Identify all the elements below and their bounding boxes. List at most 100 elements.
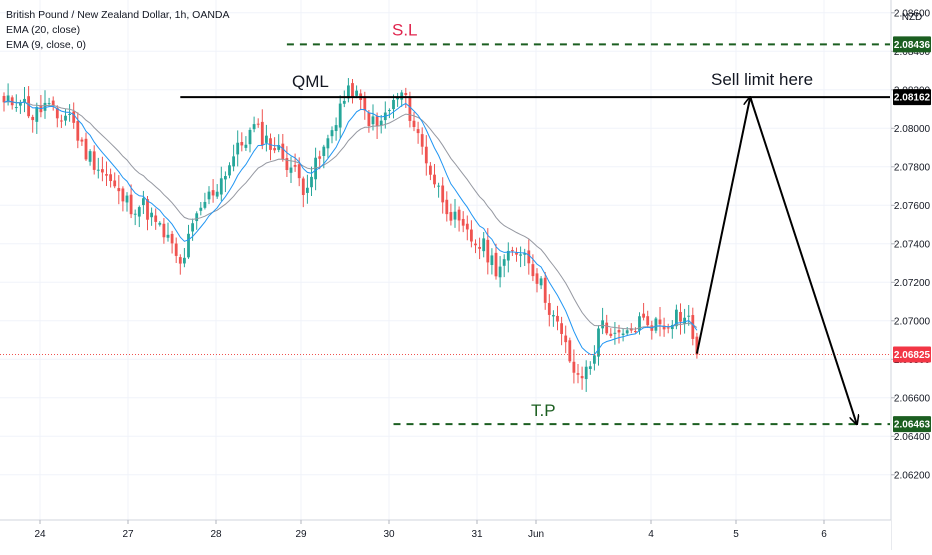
candle[interactable] bbox=[412, 112, 416, 132]
ema9-line[interactable] bbox=[3, 100, 698, 356]
candle[interactable] bbox=[129, 184, 133, 219]
candle[interactable] bbox=[642, 302, 645, 321]
candle[interactable] bbox=[605, 314, 609, 336]
candle[interactable] bbox=[502, 254, 506, 278]
candle[interactable] bbox=[367, 109, 371, 133]
candle[interactable] bbox=[564, 325, 568, 354]
candle[interactable] bbox=[560, 316, 563, 346]
time-axis[interactable]: 24 27 28 29 30 31 Jun 4 5 6 bbox=[0, 519, 891, 550]
candle[interactable] bbox=[478, 237, 481, 260]
candle[interactable] bbox=[666, 323, 670, 334]
candle[interactable] bbox=[539, 276, 543, 290]
candle[interactable] bbox=[597, 325, 600, 366]
candle[interactable] bbox=[330, 126, 334, 144]
candle[interactable] bbox=[490, 248, 494, 275]
candle[interactable] bbox=[613, 321, 617, 345]
candle[interactable] bbox=[396, 92, 399, 107]
candle[interactable] bbox=[420, 127, 424, 155]
candle[interactable] bbox=[260, 109, 264, 150]
candle[interactable] bbox=[174, 237, 178, 264]
candle[interactable] bbox=[146, 196, 149, 231]
candle[interactable] bbox=[506, 242, 510, 273]
candle[interactable] bbox=[236, 130, 240, 167]
candle[interactable] bbox=[453, 198, 457, 228]
candle[interactable] bbox=[224, 171, 227, 193]
candle[interactable] bbox=[219, 166, 223, 201]
candle[interactable] bbox=[195, 211, 199, 230]
candle[interactable] bbox=[105, 161, 108, 187]
candle[interactable] bbox=[252, 116, 256, 133]
candle[interactable] bbox=[203, 192, 207, 210]
candle[interactable] bbox=[634, 327, 637, 334]
candle[interactable] bbox=[494, 243, 498, 280]
candle[interactable] bbox=[326, 134, 330, 158]
candle[interactable] bbox=[670, 320, 674, 339]
symbol-title[interactable]: British Pound / New Zealand Dollar, 1h, … bbox=[6, 9, 230, 21]
candle[interactable] bbox=[429, 162, 432, 181]
candle[interactable] bbox=[400, 90, 404, 107]
projection-down-arrow[interactable] bbox=[749, 96, 857, 424]
candle[interactable] bbox=[351, 79, 354, 104]
candle[interactable] bbox=[187, 224, 190, 259]
candle[interactable] bbox=[277, 134, 281, 153]
candle[interactable] bbox=[424, 135, 428, 176]
candle[interactable] bbox=[80, 137, 84, 146]
candle[interactable] bbox=[60, 114, 63, 128]
candle[interactable] bbox=[84, 132, 88, 162]
ema20-line[interactable] bbox=[3, 101, 698, 330]
candle[interactable] bbox=[154, 208, 158, 230]
candle[interactable] bbox=[248, 127, 252, 153]
candle[interactable] bbox=[523, 248, 527, 266]
ema9-legend[interactable]: EMA (9, close, 0) bbox=[6, 39, 86, 51]
candle[interactable] bbox=[679, 303, 682, 335]
candle[interactable] bbox=[137, 205, 141, 228]
candle[interactable] bbox=[646, 310, 650, 328]
candle[interactable] bbox=[314, 147, 317, 191]
candle[interactable] bbox=[306, 174, 309, 204]
candle[interactable] bbox=[101, 156, 104, 182]
candle[interactable] bbox=[388, 108, 391, 119]
candle[interactable] bbox=[601, 307, 604, 335]
candle[interactable] bbox=[445, 191, 449, 222]
candle[interactable] bbox=[31, 114, 35, 133]
candle[interactable] bbox=[273, 137, 276, 154]
candle[interactable] bbox=[433, 164, 436, 188]
candle[interactable] bbox=[310, 166, 313, 197]
candle[interactable] bbox=[121, 186, 125, 212]
candle[interactable] bbox=[158, 221, 162, 227]
candle[interactable] bbox=[23, 86, 26, 113]
candle[interactable] bbox=[441, 177, 445, 214]
price-axis[interactable]: NZD2.086002.084002.082002.080002.078002.… bbox=[890, 0, 932, 550]
candle[interactable] bbox=[355, 85, 358, 99]
candle[interactable] bbox=[125, 192, 129, 212]
candle[interactable] bbox=[482, 231, 486, 258]
candle[interactable] bbox=[228, 162, 231, 179]
candle[interactable] bbox=[437, 182, 440, 198]
candle[interactable] bbox=[285, 146, 289, 178]
candle[interactable] bbox=[240, 132, 244, 152]
candle[interactable] bbox=[166, 222, 170, 242]
projection-up-arrow[interactable] bbox=[695, 97, 750, 354]
candle[interactable] bbox=[170, 230, 174, 254]
candle[interactable] bbox=[662, 317, 666, 337]
candle[interactable] bbox=[265, 124, 268, 152]
candle[interactable] bbox=[338, 95, 342, 139]
candle[interactable] bbox=[556, 305, 559, 331]
candle[interactable] bbox=[392, 94, 395, 119]
candle[interactable] bbox=[43, 90, 47, 119]
candle[interactable] bbox=[621, 328, 625, 342]
candle[interactable] bbox=[379, 115, 383, 134]
candle[interactable] bbox=[318, 150, 322, 170]
candle[interactable] bbox=[470, 220, 473, 248]
candle[interactable] bbox=[334, 117, 338, 141]
candle[interactable] bbox=[515, 247, 518, 262]
candle[interactable] bbox=[293, 153, 297, 172]
currency-label[interactable]: NZD bbox=[902, 12, 923, 23]
candle[interactable] bbox=[183, 247, 186, 268]
candle[interactable] bbox=[113, 172, 117, 189]
candle[interactable] bbox=[76, 112, 80, 149]
candle[interactable] bbox=[654, 316, 658, 334]
price-tag[interactable]: 2.06825 bbox=[893, 346, 931, 363]
candle[interactable] bbox=[92, 145, 96, 175]
candle[interactable] bbox=[527, 239, 531, 275]
